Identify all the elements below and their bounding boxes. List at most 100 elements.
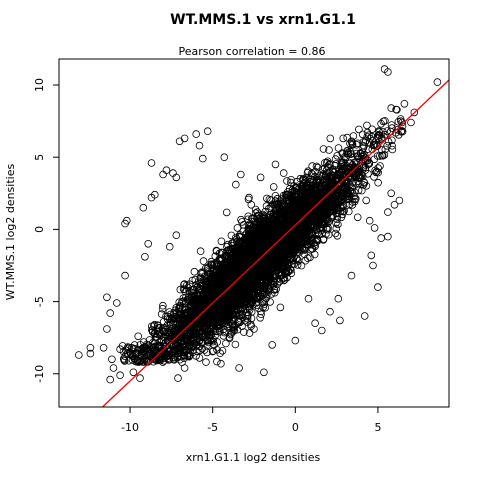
data-point (238, 311, 246, 320)
data-point (257, 310, 265, 319)
data-point (353, 213, 362, 222)
data-point (170, 309, 178, 317)
data-point (334, 188, 342, 197)
data-point (271, 197, 280, 205)
data-point (396, 115, 405, 123)
data-point (199, 307, 207, 315)
data-point (232, 233, 240, 242)
x-axis-label: xrn1.G1.1 log2 densities (186, 451, 321, 464)
data-point (134, 332, 143, 341)
data-point (180, 345, 189, 354)
data-point (306, 253, 314, 262)
data-point (177, 298, 186, 307)
data-point (160, 328, 168, 337)
data-point (377, 120, 385, 128)
data-point (259, 214, 268, 223)
data-point (225, 334, 234, 343)
data-point (368, 125, 376, 134)
data-point (340, 185, 349, 194)
data-point (252, 299, 261, 307)
data-point (331, 229, 340, 238)
data-point (203, 319, 211, 328)
chart-title: WT.MMS.1 vs xrn1.G1.1 (170, 12, 356, 28)
data-point (221, 327, 230, 336)
data-point (148, 326, 157, 334)
data-point (357, 150, 365, 158)
data-point (189, 342, 198, 351)
data-point (398, 122, 407, 130)
data-point (374, 164, 382, 172)
data-point (267, 290, 276, 298)
data-point (209, 287, 217, 295)
data-point (358, 153, 366, 161)
data-point (181, 326, 189, 335)
data-point (365, 158, 374, 167)
data-point (240, 328, 248, 336)
data-point (332, 160, 341, 168)
data-point (270, 288, 279, 297)
data-point (348, 198, 357, 206)
data-point (243, 318, 252, 327)
data-point (303, 168, 312, 177)
data-point (257, 251, 266, 259)
data-point (185, 280, 194, 289)
data-point (334, 200, 343, 208)
data-point (320, 164, 329, 173)
data-point (305, 206, 314, 215)
data-point (388, 136, 396, 145)
data-point (315, 225, 324, 233)
data-point (183, 352, 192, 360)
data-point (330, 196, 338, 204)
data-point (348, 183, 356, 192)
data-point (249, 260, 258, 269)
data-point (333, 152, 342, 160)
data-point (325, 208, 334, 217)
data-point (203, 280, 212, 289)
data-point (341, 153, 350, 162)
data-point (258, 265, 267, 274)
data-point (334, 144, 343, 152)
data-point (288, 260, 297, 269)
data-point (293, 261, 302, 269)
data-point (200, 346, 209, 354)
data-point (363, 133, 372, 141)
data-point (316, 178, 324, 187)
data-point (172, 341, 181, 350)
data-point (283, 273, 291, 282)
data-point (209, 337, 217, 346)
data-point (303, 199, 312, 208)
data-point (158, 304, 167, 313)
data-point (295, 212, 304, 220)
data-point (202, 283, 211, 292)
data-point (210, 340, 218, 349)
data-point (292, 190, 300, 198)
data-point (398, 118, 407, 127)
data-point (201, 295, 210, 304)
data-point (230, 326, 239, 334)
data-point (217, 248, 226, 257)
data-point (159, 301, 167, 310)
data-point (322, 158, 331, 167)
data-point (185, 339, 194, 347)
data-point (199, 257, 208, 265)
data-point (204, 287, 213, 296)
data-point (308, 162, 317, 170)
data-point (213, 327, 221, 336)
data-point (146, 349, 155, 358)
data-point (243, 312, 252, 320)
data-point (267, 204, 275, 213)
data-point (319, 145, 328, 153)
data-point (196, 247, 205, 256)
data-point (287, 176, 295, 184)
data-point (179, 297, 188, 306)
data-point (291, 183, 300, 192)
data-point (165, 315, 174, 323)
data-point (323, 216, 331, 224)
chart-subtitle: Pearson correlation = 0.86 (179, 45, 326, 58)
data-point (325, 187, 333, 196)
data-point (188, 348, 197, 357)
data-point (355, 125, 363, 134)
data-point (216, 260, 225, 269)
data-point (311, 217, 320, 226)
